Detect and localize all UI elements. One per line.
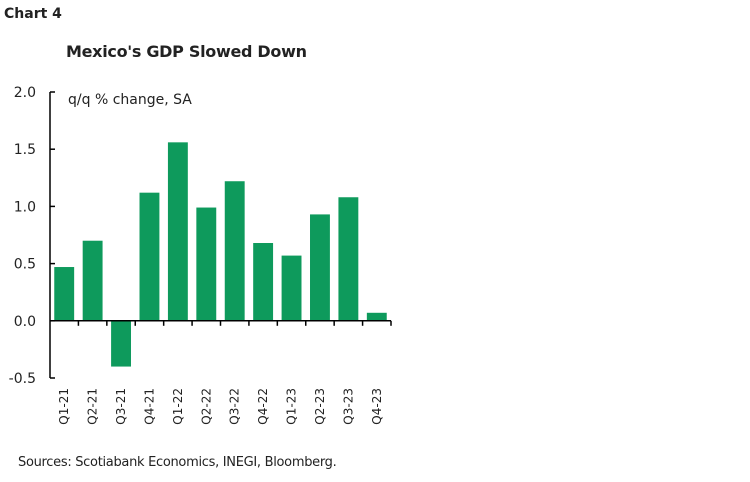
bar-Q2-21 xyxy=(82,240,103,321)
chart-label: Chart 4 xyxy=(4,6,62,22)
y-tick-label: 2.0 xyxy=(14,85,36,101)
bar-Q3-22 xyxy=(224,181,245,321)
y-axis-label: q/q % change, SA xyxy=(68,92,192,108)
chart-title: Mexico's GDP Slowed Down xyxy=(66,42,307,61)
x-tick-label: Q1-22 xyxy=(171,388,185,425)
x-tick-label: Q4-23 xyxy=(370,388,384,425)
y-tick-label: 1.0 xyxy=(14,199,36,215)
bar-Q3-21 xyxy=(111,320,131,367)
bar-Q4-23 xyxy=(366,312,387,321)
y-tick-label: 0.5 xyxy=(14,257,36,273)
x-tick-label: Q2-21 xyxy=(86,388,100,425)
bar-Q4-21 xyxy=(139,192,160,321)
bar-Q2-22 xyxy=(196,207,217,321)
x-tick-label: Q3-22 xyxy=(228,388,242,425)
bar-Q4-22 xyxy=(253,243,274,321)
x-tick-label: Q2-22 xyxy=(199,388,213,425)
source-note: Sources: Scotiabank Economics, INEGI, Bl… xyxy=(18,455,337,470)
x-tick-label: Q3-23 xyxy=(341,388,355,425)
bar-Q1-21 xyxy=(54,267,75,321)
x-tick-label: Q3-21 xyxy=(114,388,128,425)
x-tick-label: Q2-23 xyxy=(313,388,327,425)
x-tick-label: Q4-21 xyxy=(142,388,156,425)
bar-Q2-23 xyxy=(310,214,330,321)
x-tick-label: Q4-22 xyxy=(256,388,270,425)
bar-Q3-23 xyxy=(338,197,359,321)
y-tick-label: -0.5 xyxy=(9,371,36,387)
x-tick-label: Q1-23 xyxy=(285,388,299,425)
bar-Q1-23 xyxy=(281,255,302,321)
y-tick-label: 1.5 xyxy=(14,142,36,158)
bar-Q1-22 xyxy=(167,142,188,321)
x-tick-label: Q1-21 xyxy=(57,388,71,425)
y-tick-label: 0.0 xyxy=(14,314,36,330)
